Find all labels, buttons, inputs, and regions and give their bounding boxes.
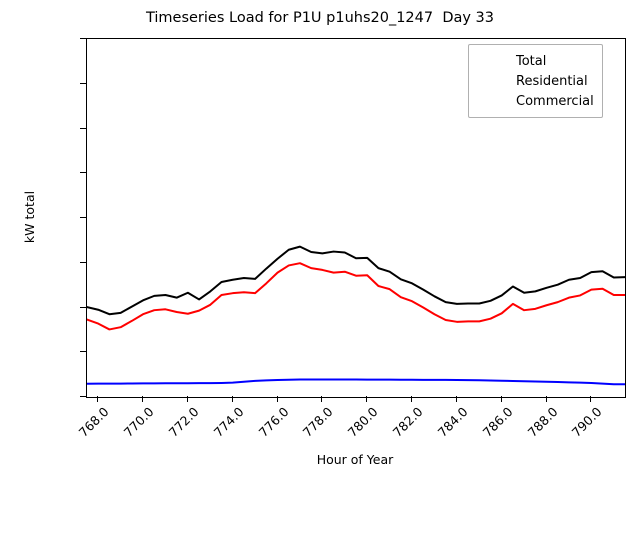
legend-item-residential: Residential bbox=[477, 71, 594, 91]
x-tick-mark bbox=[321, 396, 323, 402]
x-tick-mark bbox=[411, 396, 413, 402]
legend-label: Residential bbox=[516, 73, 588, 89]
y-tick-mark bbox=[80, 82, 86, 84]
y-tick-mark bbox=[80, 306, 86, 308]
x-tick-mark bbox=[276, 396, 278, 402]
plot-area bbox=[86, 38, 626, 398]
x-tick-mark bbox=[97, 396, 99, 402]
legend-label: Total bbox=[516, 53, 547, 69]
legend-item-total: Total bbox=[477, 51, 594, 71]
x-tick-mark bbox=[366, 396, 368, 402]
y-axis-label: kW total bbox=[22, 190, 37, 244]
y-tick-mark bbox=[80, 172, 86, 174]
x-tick-mark bbox=[500, 396, 502, 402]
y-tick-mark bbox=[80, 127, 86, 129]
series-lines bbox=[87, 245, 625, 386]
y-tick-mark bbox=[80, 261, 86, 263]
x-tick-mark bbox=[142, 396, 144, 402]
x-tick-mark bbox=[545, 396, 547, 402]
y-tick-mark bbox=[80, 38, 86, 39]
x-tick-mark bbox=[590, 396, 592, 402]
y-tick-mark bbox=[80, 217, 86, 218]
series-line-total bbox=[87, 245, 625, 316]
chart-title: Timeseries Load for P1U p1uhs20_1247 Day… bbox=[145, 10, 495, 26]
series-line-commercial bbox=[87, 378, 625, 386]
legend-item-commercial: Commercial bbox=[477, 91, 594, 111]
legend-label: Commercial bbox=[516, 93, 594, 109]
legend: Total Residential Commercial bbox=[468, 44, 603, 118]
x-axis-label: Hour of Year bbox=[316, 452, 394, 467]
x-tick-mark bbox=[186, 396, 188, 402]
x-tick-mark bbox=[231, 396, 233, 402]
chart-figure: Timeseries Load for P1U p1uhs20_1247 Day… bbox=[22, 10, 626, 467]
series-line-residential bbox=[87, 262, 625, 331]
y-tick-mark bbox=[80, 396, 86, 397]
x-tick-mark bbox=[455, 396, 457, 402]
y-tick-mark bbox=[80, 351, 86, 353]
